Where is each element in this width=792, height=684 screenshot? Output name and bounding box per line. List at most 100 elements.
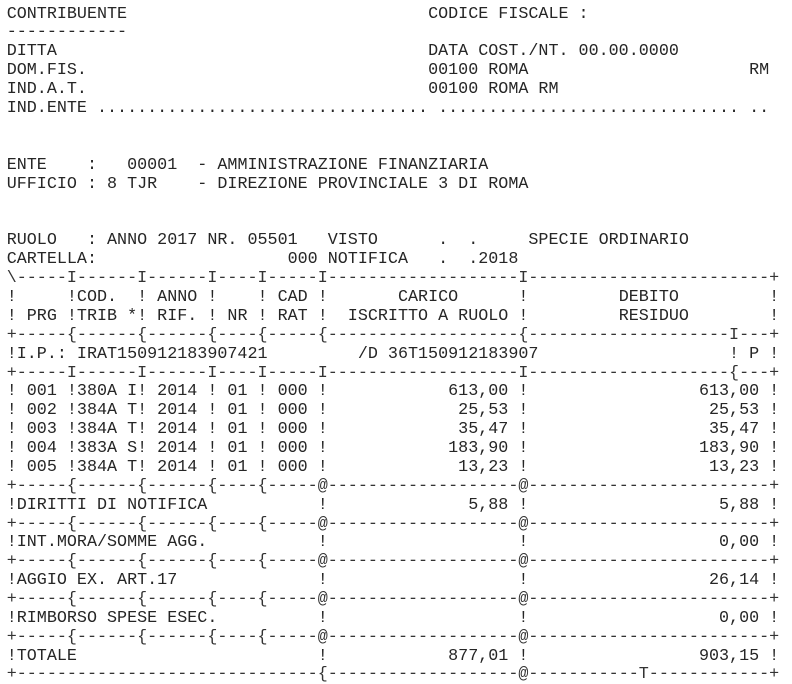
summary-row: ! RIMBORSO SPESE ESEC.!! 0,00! bbox=[7, 609, 780, 628]
summary-label: AGGIO EX. ART.17 bbox=[16, 571, 178, 591]
row-cad-rat: 000 bbox=[277, 438, 308, 458]
column-separator: ! bbox=[137, 438, 148, 458]
ente-dash: - bbox=[197, 155, 208, 175]
nr-value: 05501 bbox=[247, 231, 298, 251]
row-anno-rif: 2014 bbox=[157, 401, 198, 421]
dom-fis-label: DOM.FIS. bbox=[6, 61, 87, 81]
specie-value: ORDINARIO bbox=[598, 231, 689, 251]
column-separator: ! bbox=[518, 608, 529, 628]
row-cod-trib: 380A bbox=[76, 382, 118, 402]
ufficio-line: UFFICIO : 8 TJR - DIREZIONE PROVINCIALE … bbox=[7, 175, 792, 194]
column-separator: ! bbox=[6, 495, 17, 515]
contribuente-label: CONTRIBUENTE bbox=[6, 4, 128, 24]
ditta-line: DITTA DATA COST./NT. 00.00.0000 bbox=[7, 42, 792, 61]
column-separator: ! bbox=[6, 533, 17, 553]
summary-carico: 877,01 bbox=[448, 646, 509, 666]
data-cost: DATA COST./NT. 00.00.0000 bbox=[428, 42, 679, 62]
row-carico: 35,47 bbox=[458, 420, 509, 440]
nr-label: NR. bbox=[207, 231, 238, 251]
column-separator: ! bbox=[66, 438, 77, 458]
row-debito: 13,23 bbox=[708, 457, 760, 477]
summary-label: TOTALE bbox=[16, 646, 77, 666]
row-nr: 01 bbox=[227, 401, 248, 421]
table-header-2: ! PRG !TRIB *! RIF. ! NR ! RAT ! ISCRITT… bbox=[6, 306, 780, 326]
column-separator: ! bbox=[769, 420, 780, 440]
table-rule-separator: +-----{------{------{----{-----@--------… bbox=[6, 627, 780, 647]
notifica-dot: . bbox=[438, 250, 449, 270]
table-row: !!!!!!!! 003 384A T 2014 01 000 35,47 35,47 bbox=[7, 420, 780, 439]
summary-label: INT.MORA/SOMME AGG. bbox=[16, 533, 208, 553]
ruolo-colon: : bbox=[86, 231, 97, 251]
row-nr: 01 bbox=[227, 420, 248, 440]
row-cod-trib: 384A bbox=[76, 457, 118, 477]
column-separator: ! bbox=[769, 401, 780, 421]
summary-carico: 5,88 bbox=[468, 495, 509, 515]
column-separator: ! bbox=[518, 457, 529, 477]
column-separator: ! bbox=[317, 533, 328, 553]
table-rule-top: \-----I------I------I----I-----I--------… bbox=[6, 269, 780, 288]
visto-label: VISTO bbox=[327, 231, 378, 251]
column-separator: ! bbox=[769, 457, 780, 477]
column-separator: ! bbox=[769, 382, 780, 402]
table-row: !!!!!!!! 004 383A S 2014 01 000 183,90 183,90 bbox=[7, 439, 780, 458]
column-separator: ! bbox=[137, 457, 148, 477]
row-carico: 183,90 bbox=[448, 438, 509, 458]
ente-colon: : bbox=[86, 155, 97, 175]
ind-at-label: IND.A.T. bbox=[6, 80, 87, 100]
table-rule-separator: +-----{------{------{----{-----@--------… bbox=[6, 476, 780, 496]
table-rule-separator: +-----{------{------{----{-----@--------… bbox=[6, 552, 780, 572]
column-separator: ! bbox=[518, 646, 529, 666]
anno-value: 2017 bbox=[157, 231, 198, 251]
ente-label: ENTE bbox=[6, 155, 47, 175]
column-separator: ! bbox=[518, 495, 529, 515]
summary-row: ! TOTALE! 877,01! 903,15! bbox=[7, 647, 780, 666]
column-separator: ! bbox=[317, 457, 328, 477]
column-separator: ! bbox=[769, 438, 780, 458]
column-separator: ! bbox=[317, 571, 328, 591]
row-prg: 002 bbox=[26, 401, 57, 421]
row-debito: 183,90 bbox=[698, 438, 760, 458]
column-separator: ! bbox=[518, 571, 529, 591]
ip-line: !I.P.: IRAT150912183907421 /D 36T1509121… bbox=[7, 345, 792, 364]
ufficio-colon: : bbox=[86, 174, 97, 194]
ufficio-code: TJR bbox=[127, 174, 158, 194]
row-anno-rif: 2014 bbox=[157, 420, 198, 440]
column-separator: ! bbox=[317, 401, 328, 421]
row-cod-trib: 383A bbox=[76, 438, 118, 458]
column-separator: ! bbox=[518, 401, 529, 421]
column-separator: ! bbox=[207, 420, 218, 440]
column-separator: ! bbox=[6, 457, 17, 477]
row-trib-flag: S bbox=[127, 438, 138, 458]
ind-at-line: IND.A.T. 00100 ROMA RM bbox=[7, 80, 792, 99]
ditta-label: DITTA bbox=[6, 42, 57, 62]
ruolo-line: RUOLO : ANNO 2017 NR. 05501 VISTO . . SP… bbox=[7, 231, 792, 250]
ente-line: ENTE : 00001 - AMMINISTRAZIONE FINANZIAR… bbox=[7, 156, 792, 175]
column-separator: ! bbox=[257, 401, 268, 421]
row-nr: 01 bbox=[227, 382, 248, 402]
cartella-num: 000 bbox=[287, 250, 318, 270]
summary-debito: 26,14 bbox=[708, 571, 760, 591]
ind-ente-dots-1: ................................. bbox=[96, 99, 429, 118]
column-separator: ! bbox=[137, 382, 148, 402]
column-separator: ! bbox=[518, 382, 529, 402]
column-separator: ! bbox=[66, 401, 77, 421]
ufficio-name: DIREZIONE PROVINCIALE 3 DI ROMA bbox=[217, 174, 529, 194]
column-separator: ! bbox=[317, 495, 328, 515]
row-prg: 003 bbox=[26, 420, 57, 440]
column-separator: ! bbox=[6, 438, 17, 458]
column-separator: ! bbox=[257, 457, 268, 477]
row-debito: 613,00 bbox=[698, 382, 760, 402]
table-rule-separator: +-----{------{------{----{-----@--------… bbox=[6, 590, 780, 610]
row-trib-flag: T bbox=[127, 401, 138, 421]
summary-debito: 5,88 bbox=[719, 495, 760, 515]
column-separator: ! bbox=[66, 457, 77, 477]
table-rule-rows: +-----I------I------I----I-----I--------… bbox=[6, 363, 780, 383]
column-separator: ! bbox=[6, 571, 17, 591]
column-separator: ! bbox=[769, 608, 780, 628]
row-prg: 004 bbox=[26, 438, 57, 458]
row-prg: 005 bbox=[26, 457, 57, 477]
ind-ente-dots-2: .............................. bbox=[438, 99, 740, 118]
cartella-label: CARTELLA: bbox=[6, 250, 97, 270]
row-prg: 001 bbox=[26, 382, 57, 402]
ip-flag: P bbox=[749, 344, 760, 364]
